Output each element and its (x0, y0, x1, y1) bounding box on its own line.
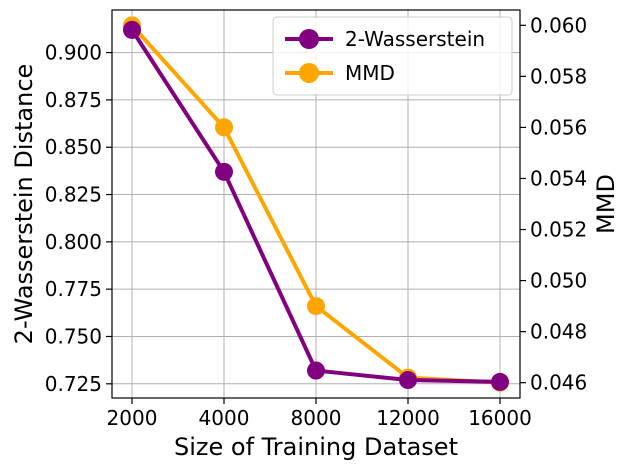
left-y-tick-label: 0.875 (45, 88, 102, 112)
right-y-tick-label: 0.052 (530, 218, 587, 242)
right-y-tick-label: 0.046 (530, 371, 587, 395)
data-point-mmd (307, 297, 325, 316)
x-axis-label: Size of Training Dataset (174, 433, 458, 461)
x-tick-label: 16000 (468, 406, 532, 430)
data-point-2-wasserstein (399, 371, 417, 390)
x-tick-label: 2000 (107, 406, 158, 430)
data-point-2-wasserstein (215, 162, 233, 181)
axis-ticks: 2000 4000 8000 12000 16000 0.725 0.750 0.775 0.8… (45, 13, 588, 430)
x-tick-label: 12000 (376, 406, 440, 430)
left-y-axis-label: 2-Wasserstein Distance (10, 64, 38, 345)
right-y-tick-label: 0.048 (530, 320, 587, 344)
series-lines (123, 16, 509, 392)
right-y-axis-label: MMD (592, 174, 620, 234)
left-y-tick-label: 0.725 (45, 372, 102, 396)
legend-label-mmd: MMD (345, 61, 395, 85)
right-y-tick-label: 0.058 (530, 64, 587, 88)
left-y-tick-label: 0.750 (45, 324, 102, 348)
legend-marker-mmd (299, 63, 319, 83)
legend: 2-Wasserstein MMD (272, 16, 513, 96)
legend-label-wasserstein: 2-Wasserstein (345, 27, 485, 51)
data-point-mmd (215, 118, 233, 137)
left-y-tick-label: 0.850 (45, 135, 102, 159)
data-point-2-wasserstein (491, 372, 509, 391)
right-y-tick-label: 0.050 (530, 269, 587, 293)
legend-marker-wasserstein (299, 29, 319, 49)
right-y-tick-label: 0.054 (530, 166, 587, 190)
left-y-tick-label: 0.900 (45, 41, 102, 65)
right-y-tick-label: 0.060 (530, 13, 587, 37)
data-point-2-wasserstein (307, 361, 325, 380)
data-point-2-wasserstein (123, 20, 141, 39)
legend-box (272, 16, 513, 96)
left-y-tick-label: 0.775 (45, 277, 102, 301)
x-tick-label: 8000 (291, 406, 342, 430)
x-tick-label: 4000 (199, 406, 250, 430)
left-y-tick-label: 0.825 (45, 183, 102, 207)
right-y-tick-label: 0.056 (530, 115, 587, 139)
left-y-tick-label: 0.800 (45, 230, 102, 254)
